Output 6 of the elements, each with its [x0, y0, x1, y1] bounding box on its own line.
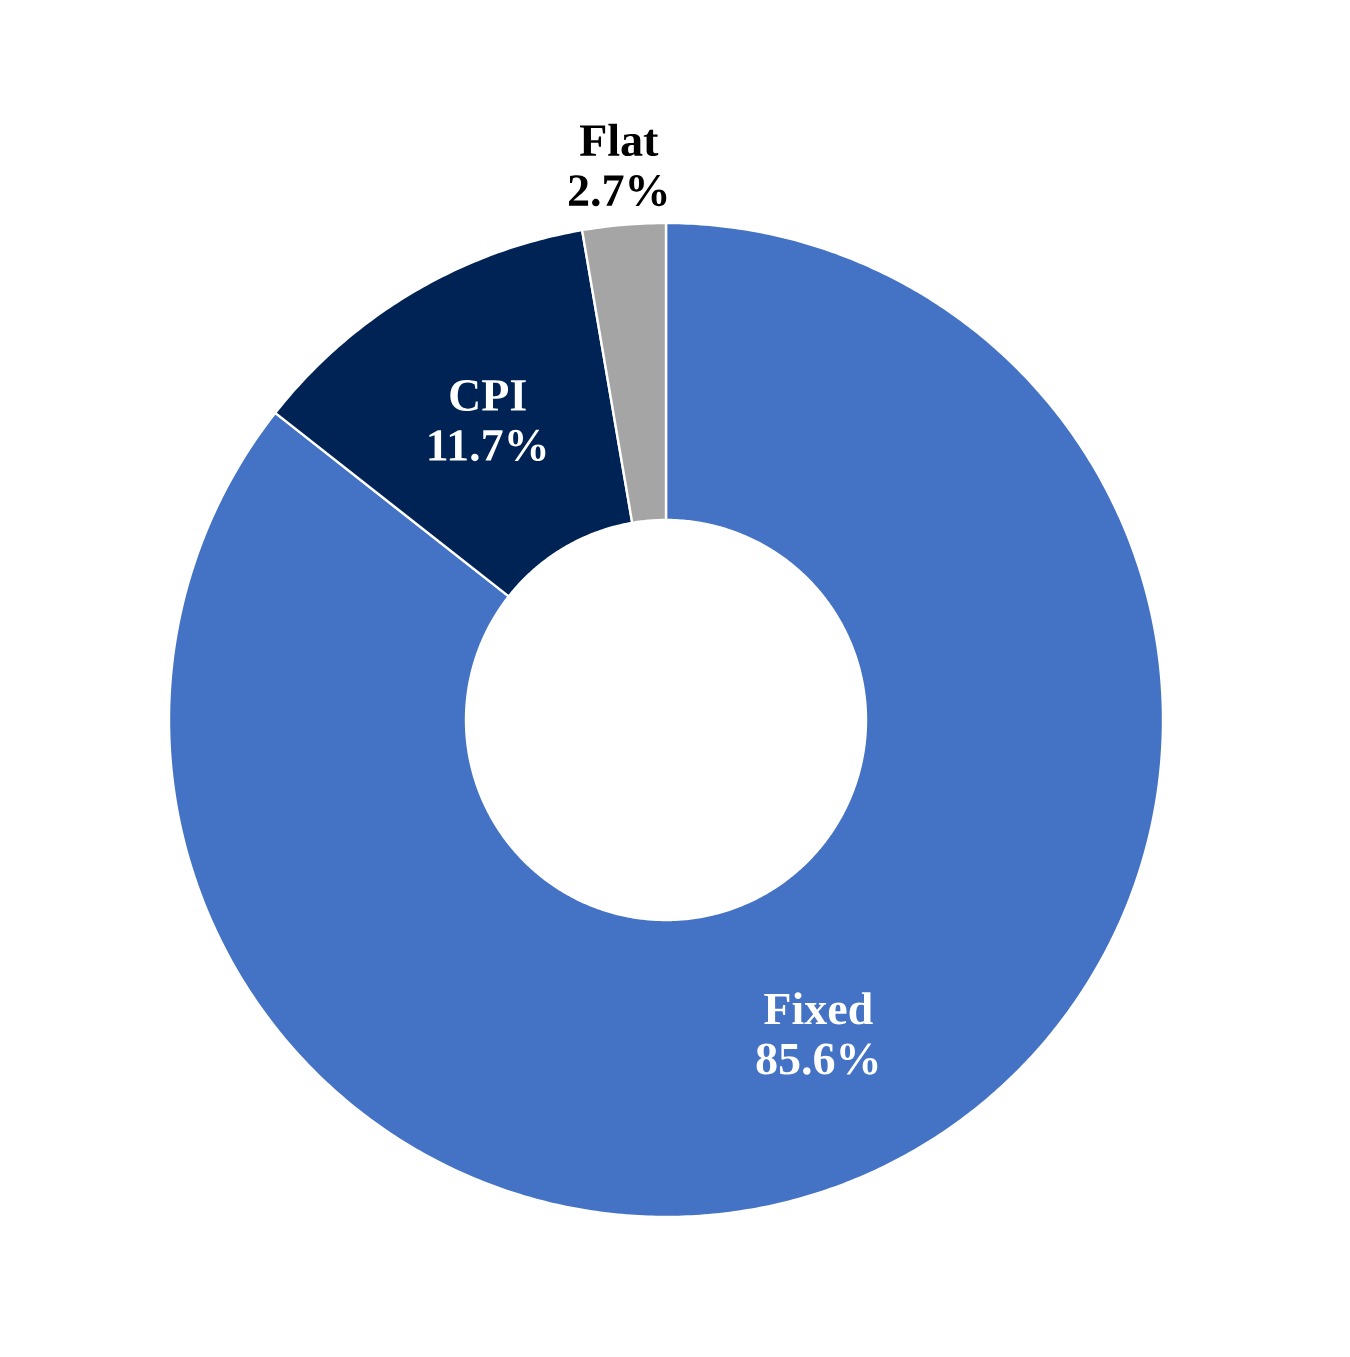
slice-label: CPI — [450, 380, 526, 411]
slice-label: Fixed — [764, 992, 873, 1025]
slice-label: Flat — [579, 123, 659, 157]
data-label: 11.7% — [429, 429, 546, 462]
data-label: 85.6% — [756, 1043, 878, 1075]
data-label: 2.7% — [569, 175, 667, 207]
